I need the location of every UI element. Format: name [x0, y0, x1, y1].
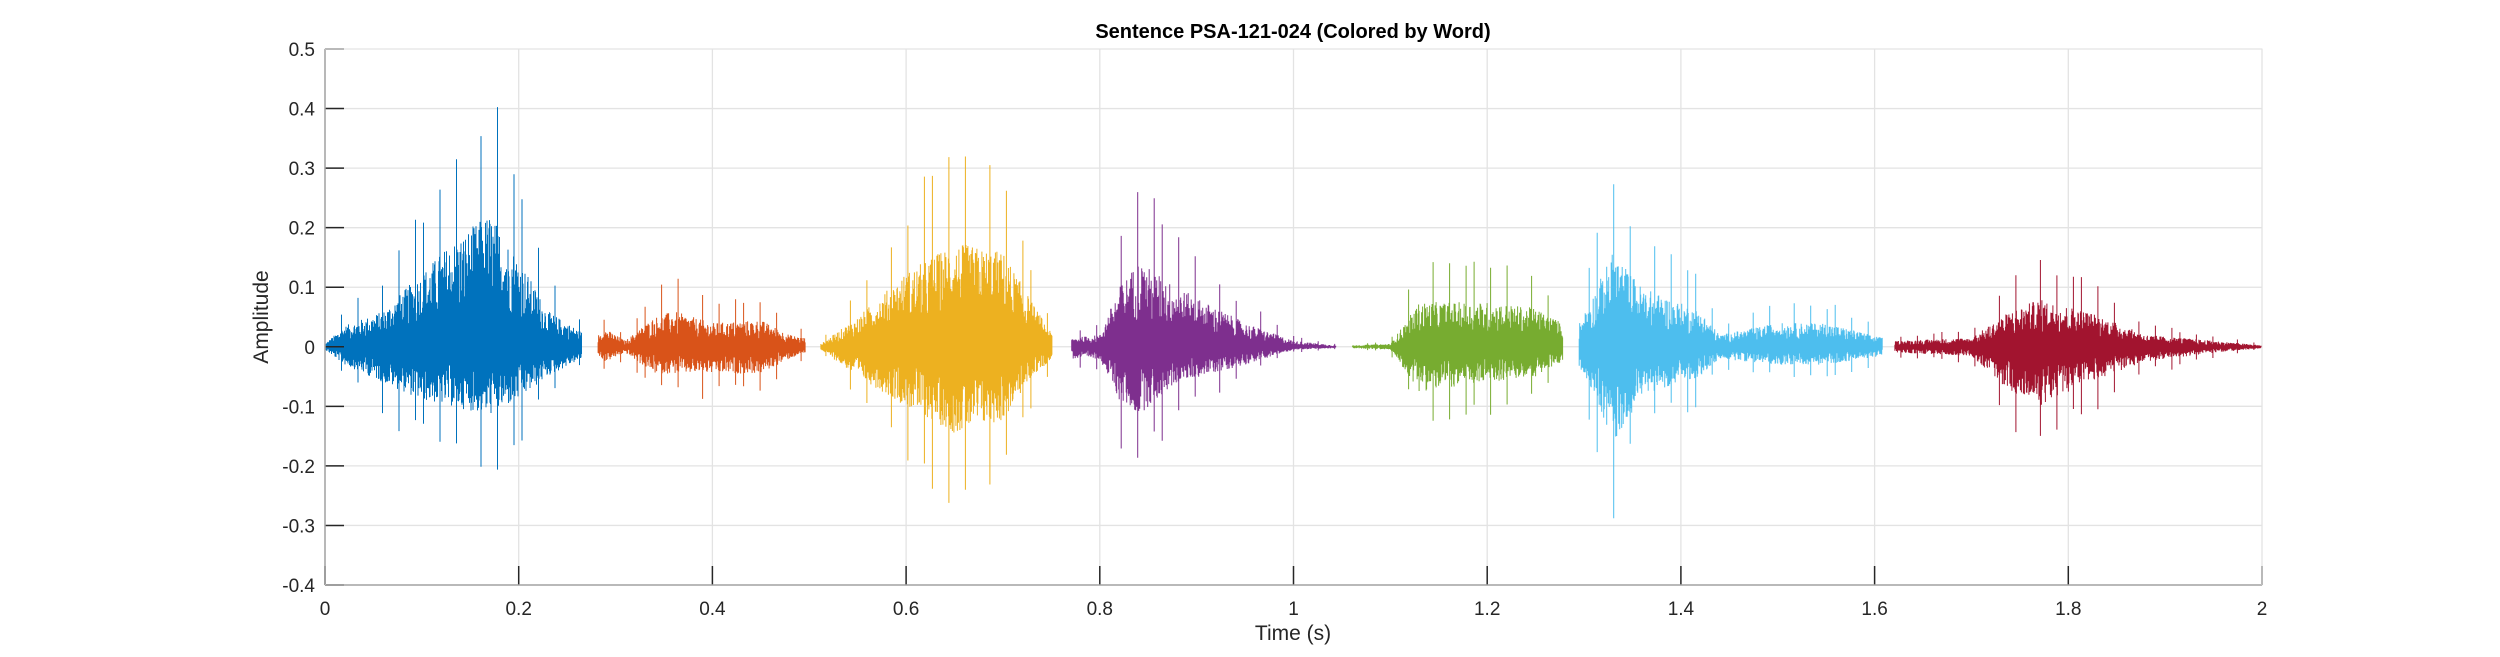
- y-axis-label: Amplitude: [250, 270, 273, 363]
- y-tick-label: 0.3: [289, 159, 315, 180]
- y-tick-label: 0.4: [289, 100, 316, 121]
- y-tick-label: 0.2: [289, 219, 315, 240]
- x-tick-label: 1.6: [1861, 599, 1887, 620]
- x-tick-label: 0.4: [699, 599, 726, 620]
- grid-lines: [324, 48, 2263, 586]
- x-tick-label: 0: [320, 599, 331, 620]
- waveform-series: [324, 107, 2263, 519]
- waveform-word-5: [1352, 261, 1564, 421]
- x-tick-label: 1: [1288, 599, 1299, 620]
- y-tick-label: 0.1: [289, 278, 315, 299]
- x-axis-label: Time (s): [1255, 622, 1331, 645]
- y-tick-label: -0.4: [282, 576, 315, 597]
- x-tick-label: 1.2: [1474, 599, 1500, 620]
- y-tick-label: 0: [304, 338, 315, 359]
- waveform-word-6: [1578, 184, 1883, 519]
- x-tick-label: 0.6: [893, 599, 919, 620]
- x-tick-label: 2: [2257, 599, 2268, 620]
- waveform-word-3: [820, 156, 1053, 503]
- x-tick-label: 1.8: [2055, 599, 2081, 620]
- y-tick-label: 0.5: [289, 40, 315, 61]
- waveform-word-7: [1894, 260, 2263, 436]
- y-tick-label: -0.3: [282, 516, 315, 537]
- x-tick-label: 0.8: [1087, 599, 1113, 620]
- chart-title: Sentence PSA-121-024 (Colored by Word): [1095, 21, 1490, 43]
- x-tick-label: 1.4: [1668, 599, 1695, 620]
- waveform-word-2: [597, 278, 806, 399]
- plot-box: [324, 48, 2263, 586]
- y-tick-label: -0.2: [282, 457, 315, 478]
- x-tick-label: 0.2: [505, 599, 531, 620]
- waveform-word-4: [1071, 192, 1337, 458]
- axes: 0 0.2 0.4 0.6 0.8 1 1.2 1.4 1.6 1.8 2 0.5 0.4 0.3 0.2 0…: [282, 40, 2267, 620]
- y-tick-label: -0.1: [282, 397, 315, 418]
